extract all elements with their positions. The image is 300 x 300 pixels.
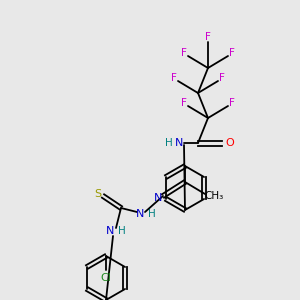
- Text: N: N: [136, 209, 144, 219]
- Text: N: N: [154, 193, 162, 203]
- Text: F: F: [205, 32, 211, 42]
- Text: N: N: [175, 138, 183, 148]
- Text: F: F: [229, 48, 235, 58]
- Text: H: H: [165, 138, 173, 148]
- Text: N: N: [106, 226, 114, 236]
- Text: H: H: [148, 209, 156, 219]
- Text: CH₃: CH₃: [204, 191, 224, 201]
- Text: F: F: [229, 98, 235, 108]
- Text: F: F: [181, 98, 187, 108]
- Text: F: F: [171, 73, 177, 83]
- Text: F: F: [181, 48, 187, 58]
- Text: S: S: [94, 189, 102, 199]
- Text: O: O: [226, 138, 234, 148]
- Text: Cl: Cl: [100, 273, 111, 283]
- Text: H: H: [118, 226, 126, 236]
- Text: F: F: [219, 73, 225, 83]
